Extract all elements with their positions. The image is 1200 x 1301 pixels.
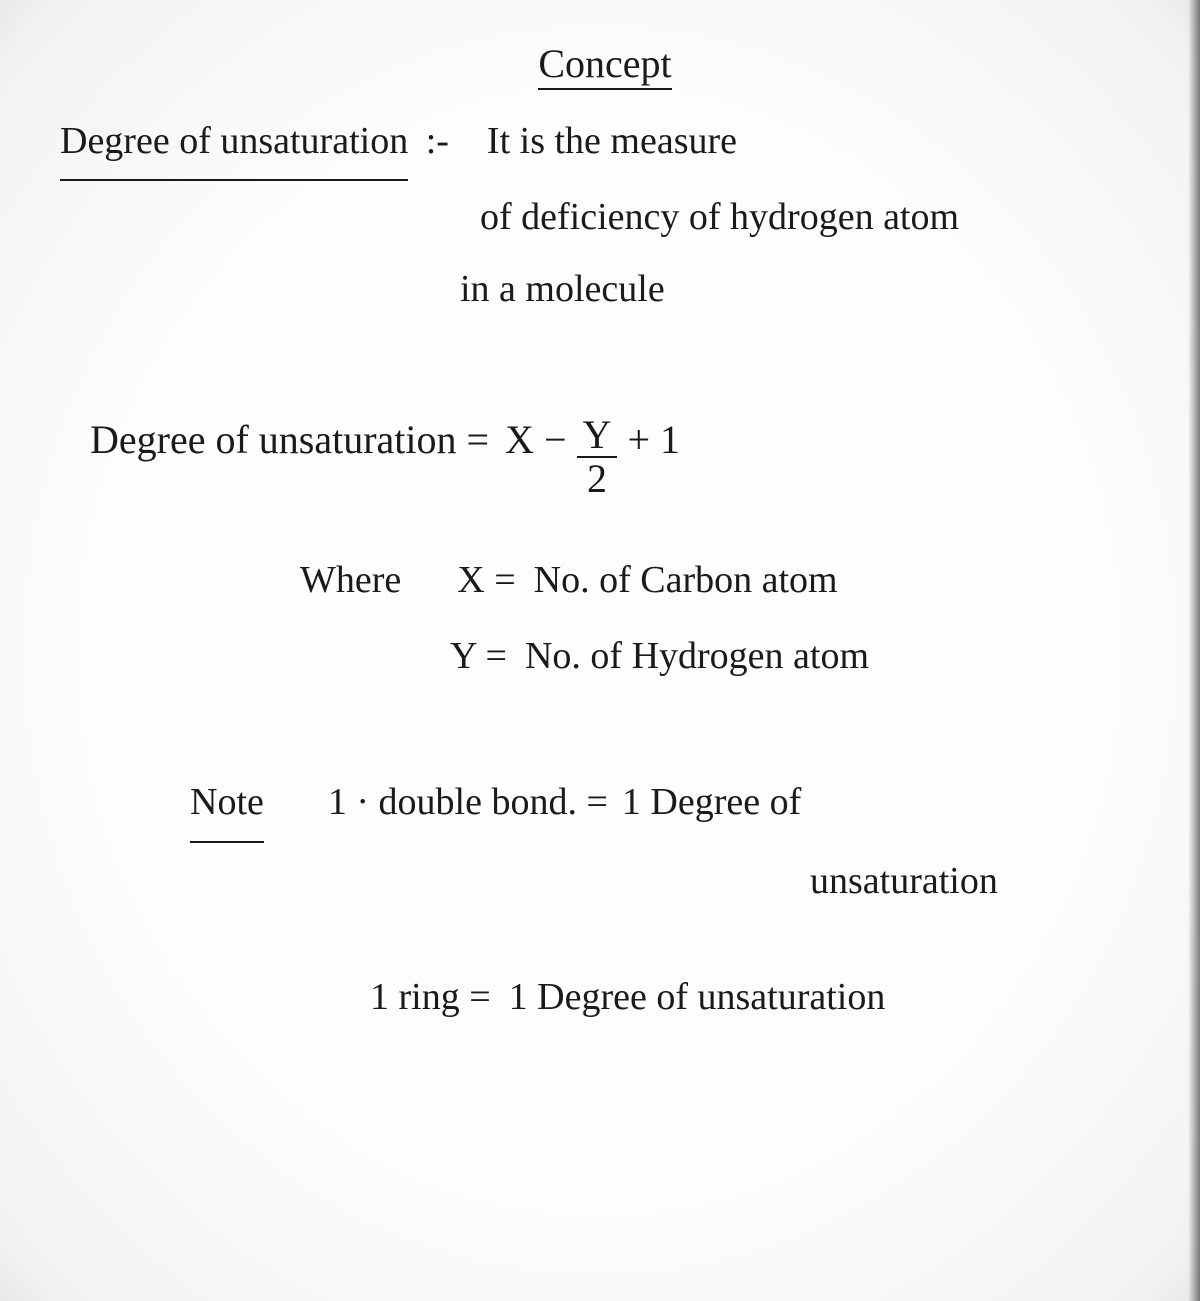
formula-minus: − (544, 416, 567, 463)
note-double-bond-lhs: 1 · double bond. = (328, 764, 608, 840)
definition-block: Degree of unsaturation :- It is the meas… (60, 105, 1150, 326)
fraction-numerator: Y (577, 414, 618, 458)
page-title: Concept (60, 40, 1150, 87)
note-ring-lhs: 1 ring = (370, 959, 491, 1035)
where-y-lhs: Y = (450, 618, 507, 694)
definition-line-2: of deficiency of hydrogen atom (480, 181, 1150, 253)
where-y-rhs: No. of Hydrogen atom (525, 618, 869, 694)
formula-rhs: X − Y 2 + 1 (505, 416, 680, 502)
formula-lhs: Degree of unsaturation = (90, 416, 489, 463)
note-label: Note (190, 764, 264, 843)
note-double-bond-continuation: unsaturation (810, 843, 1150, 919)
definition-line-3: in a molecule (460, 253, 1150, 325)
where-row-x: Where X = No. of Carbon atom (300, 542, 1150, 618)
formula-x: X (505, 416, 534, 463)
note-double-bond-rhs: 1 Degree of (622, 764, 801, 840)
where-label: Where (300, 542, 401, 618)
handwritten-page: Concept Degree of unsaturation :- It is … (0, 0, 1200, 1301)
note-block: Note 1 · double bond. = 1 Degree of unsa… (190, 764, 1150, 1035)
definition-line-1: Degree of unsaturation :- It is the meas… (60, 105, 1150, 181)
fraction-denominator: 2 (581, 458, 613, 500)
formula-plus-one: + 1 (627, 416, 680, 463)
scan-edge-shadow (1188, 0, 1200, 1301)
where-row-y: Y = No. of Hydrogen atom (450, 618, 1150, 694)
definition-heading: Degree of unsaturation (60, 105, 408, 181)
where-x-lhs: X = (457, 542, 515, 618)
formula-line: Degree of unsaturation = X − Y 2 + 1 (90, 416, 1150, 502)
definition-separator: :- (426, 120, 449, 162)
note-row-double-bond: Note 1 · double bond. = 1 Degree of (190, 764, 1150, 843)
formula-fraction: Y 2 (577, 414, 618, 500)
note-ring-rhs: 1 Degree of unsaturation (509, 959, 886, 1035)
where-x-rhs: No. of Carbon atom (534, 542, 838, 618)
definition-tail-1: It is the measure (487, 120, 737, 162)
note-row-ring: 1 ring = 1 Degree of unsaturation (370, 959, 1150, 1035)
where-block: Where X = No. of Carbon atom Y = No. of … (300, 542, 1150, 694)
title-text: Concept (538, 41, 671, 90)
